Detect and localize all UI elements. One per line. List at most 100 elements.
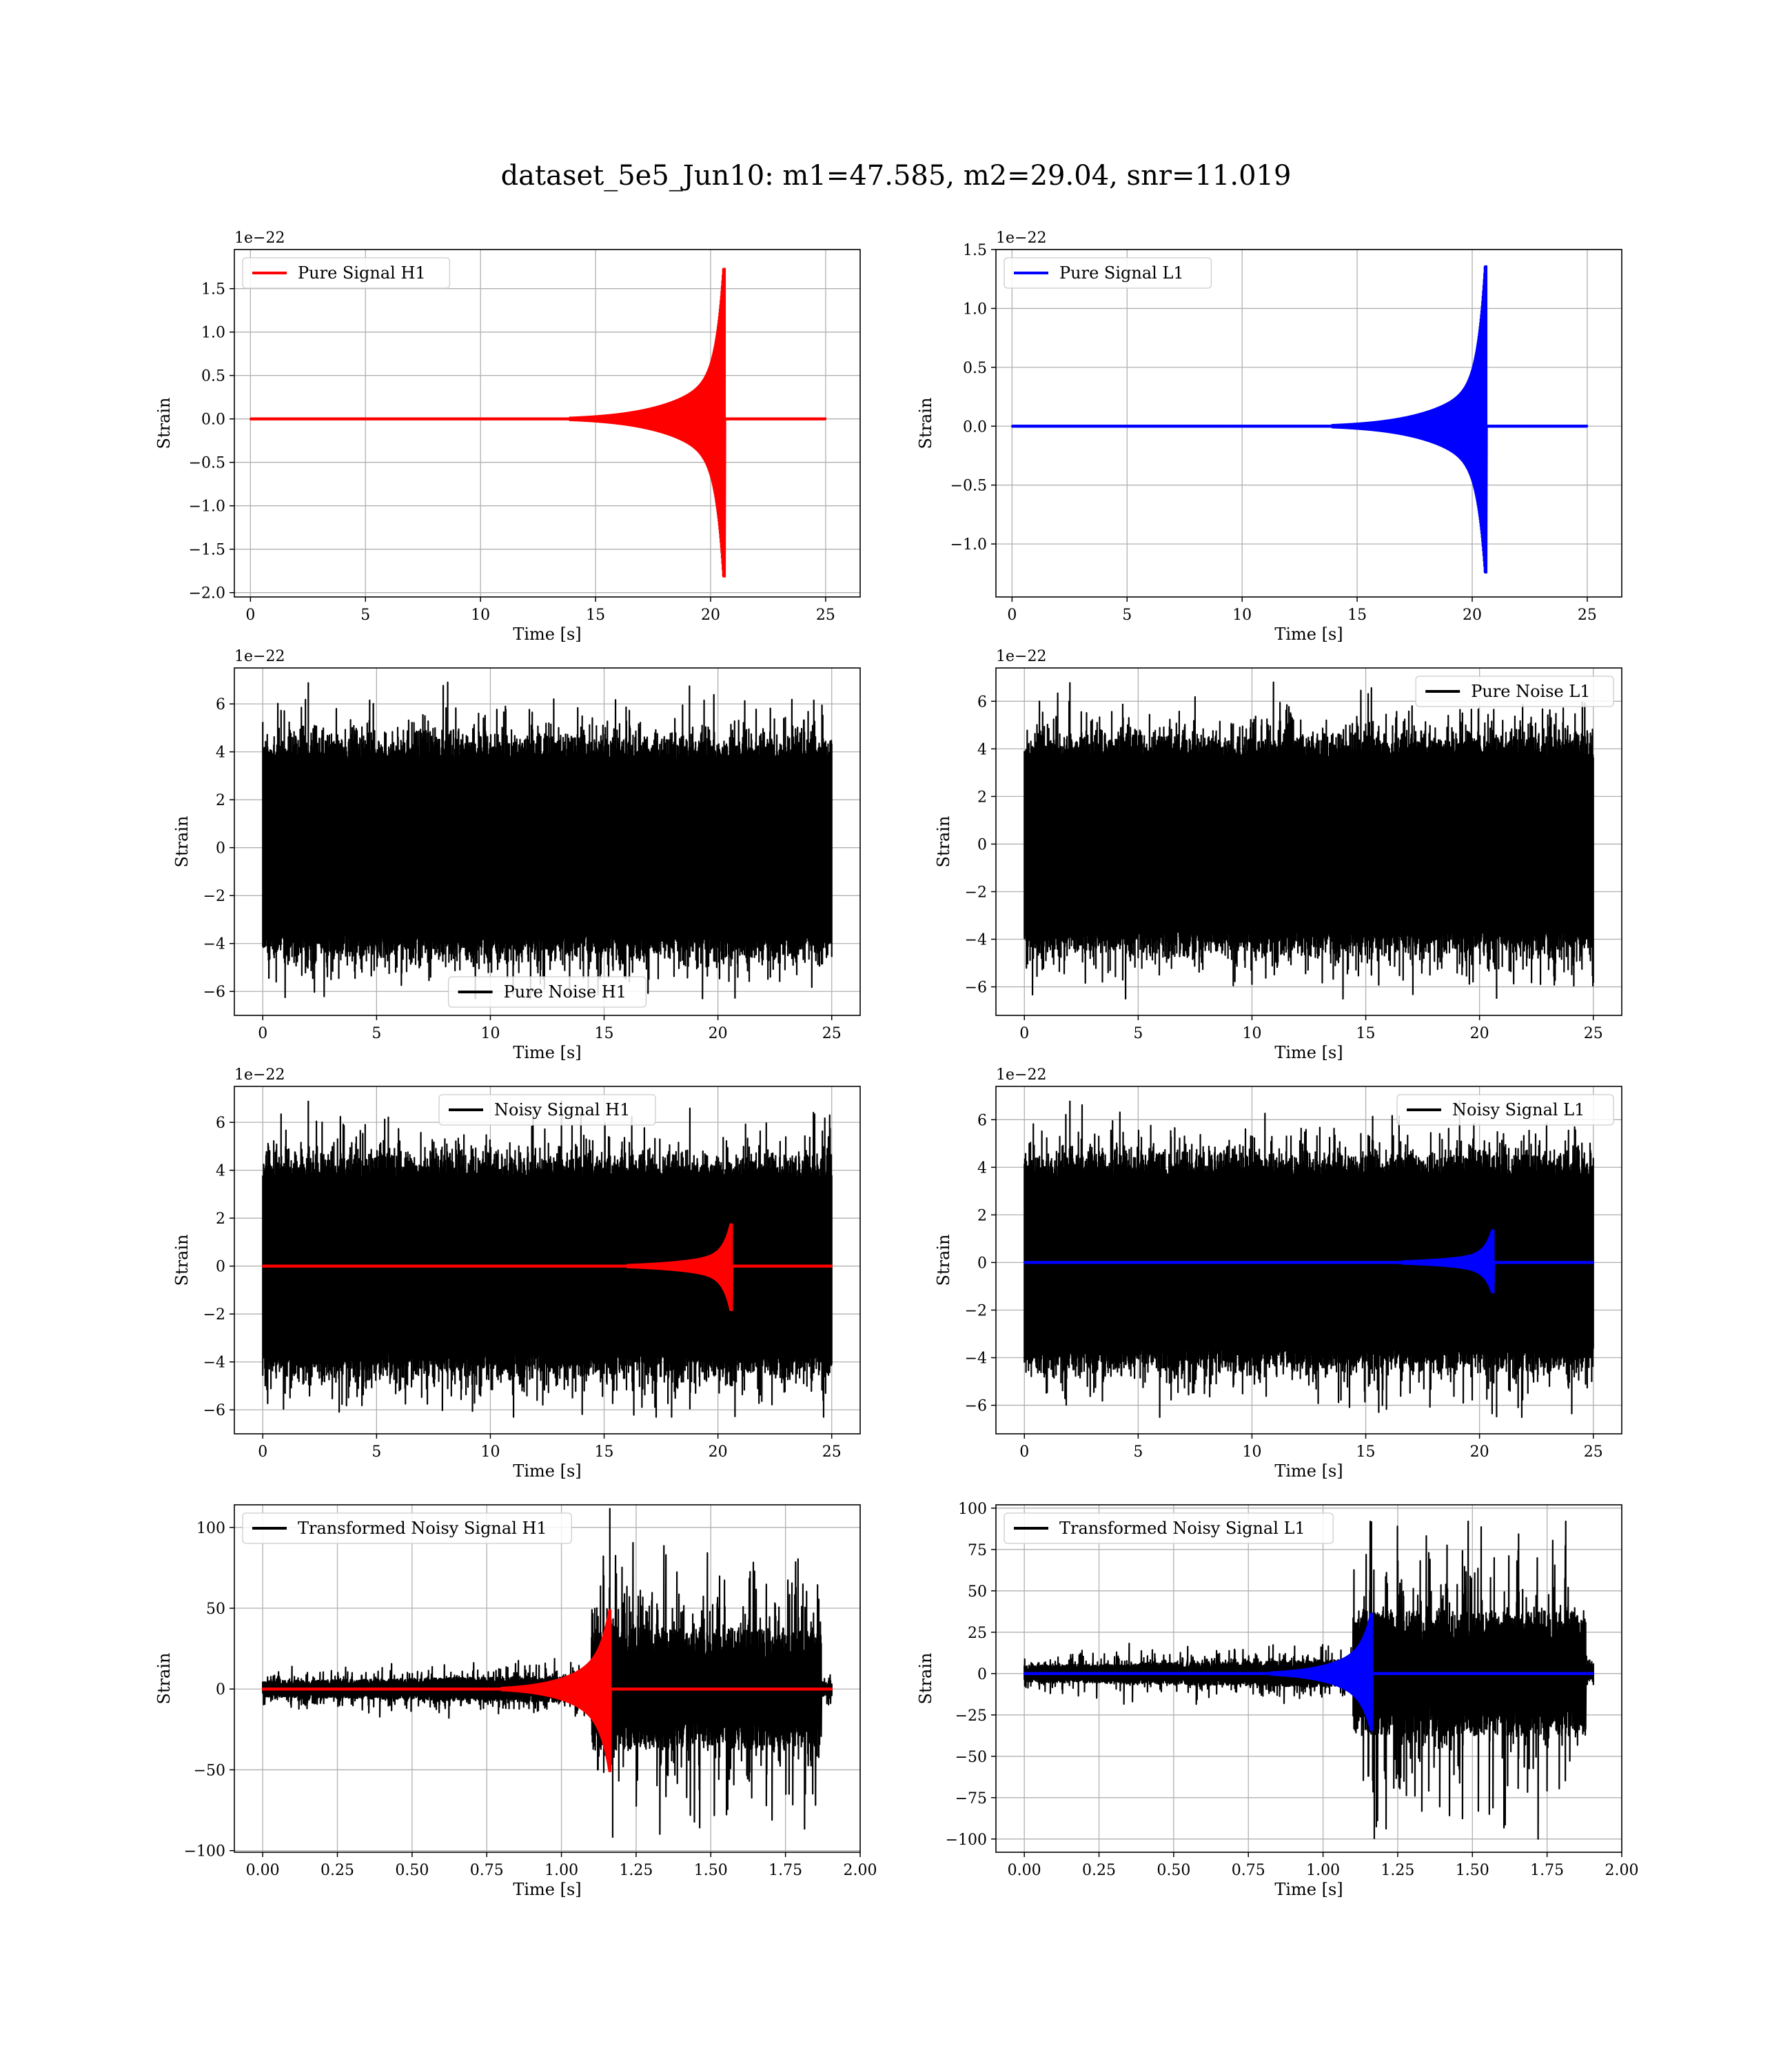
plot-area <box>250 267 827 578</box>
x-axis-label: Time [s] <box>513 1461 581 1481</box>
x-tick-label: 5 <box>1133 1443 1143 1461</box>
series-noise <box>1024 1099 1594 1418</box>
x-axis-label: Time [s] <box>513 1043 581 1062</box>
legend-box <box>1004 1512 1334 1544</box>
y-tick-label: 1.5 <box>201 281 225 298</box>
y-tick-label: −6 <box>965 980 987 997</box>
y-tick-label: 100 <box>196 1520 225 1537</box>
legend-label: Noisy Signal H1 <box>494 1100 630 1119</box>
y-tick-label: −2 <box>203 1306 225 1324</box>
x-tick-label: 20 <box>709 1443 728 1461</box>
y-tick-label: 50 <box>206 1601 225 1618</box>
y-tick-label: 0.5 <box>963 360 987 377</box>
y-tick-label: 4 <box>977 1159 987 1177</box>
plot-area <box>262 681 833 1000</box>
y-tick-label: −6 <box>965 1398 987 1415</box>
y-tick-label: −100 <box>184 1843 225 1861</box>
x-tick-label: 15 <box>586 607 605 624</box>
y-tick-label: 0.5 <box>201 368 225 385</box>
y-tick-label: 1.5 <box>963 242 987 259</box>
x-tick-label: 0.25 <box>320 1862 354 1879</box>
y-tick-label: 6 <box>977 1112 987 1129</box>
y-tick-label: 0 <box>216 1681 225 1699</box>
y-tick-label: 50 <box>968 1583 987 1601</box>
plot-area <box>1023 1520 1595 1840</box>
legend-label: Transformed Noisy Signal L1 <box>1059 1519 1305 1538</box>
x-tick-label: 5 <box>1133 1025 1143 1042</box>
x-axis-label: Time [s] <box>1274 1880 1343 1899</box>
x-tick-label: 0.75 <box>1232 1862 1265 1879</box>
x-tick-label: 20 <box>709 1025 728 1042</box>
x-tick-label: 15 <box>1347 607 1367 624</box>
y-offset-text: 1e−22 <box>996 1066 1046 1084</box>
legend-label: Pure Noise H1 <box>504 982 627 1002</box>
y-tick-label: 0 <box>216 840 225 858</box>
y-tick-label: −0.5 <box>950 478 987 495</box>
x-tick-label: 5 <box>360 607 370 624</box>
legend: Pure Signal H1 <box>242 257 451 289</box>
subplot-noisy-signal-l1: 0 5 10 15 20 25 −6 −4 −2 0 2 4 6 Time [s] Strain 1e−22 N… <box>934 1066 1622 1481</box>
x-tick-label: 0 <box>258 1025 267 1042</box>
y-tick-label: 0 <box>977 836 987 853</box>
x-tick-label: 25 <box>822 1443 842 1461</box>
x-tick-label: 1.50 <box>694 1862 728 1879</box>
x-tick-label: 20 <box>1463 607 1482 624</box>
x-tick-label: 5 <box>371 1443 381 1461</box>
y-tick-label: −1.0 <box>950 536 987 554</box>
y-tick-label: 100 <box>958 1501 987 1518</box>
subplot-pure-signal-l1: 0 5 10 15 20 25 −1.0 −0.5 0.0 0.5 1.0 1.5 Time [s] St… <box>916 230 1622 644</box>
y-tick-label: −2 <box>965 1302 987 1319</box>
x-tick-label: 25 <box>822 1025 842 1042</box>
x-tick-label: 1.25 <box>1381 1862 1414 1879</box>
legend: Pure Noise L1 <box>1415 676 1614 707</box>
y-axis-label: Strain <box>916 1653 935 1705</box>
y-tick-label: −50 <box>194 1762 225 1779</box>
x-tick-label: 10 <box>1242 1443 1261 1461</box>
subplot-pure-noise-l1: 0 5 10 15 20 25 −6 −4 −2 0 2 4 6 Time [s] Strain 1e−22 P… <box>934 648 1622 1062</box>
legend-label: Pure Signal L1 <box>1059 263 1184 283</box>
legend-box <box>1396 1094 1614 1126</box>
x-tick-label: 25 <box>1584 1443 1603 1461</box>
x-tick-label: 10 <box>480 1025 500 1042</box>
x-tick-label: 0.50 <box>1157 1862 1190 1879</box>
legend: Noisy Signal L1 <box>1396 1094 1614 1126</box>
x-tick-label: 10 <box>1242 1025 1261 1042</box>
x-tick-label: 15 <box>595 1025 614 1042</box>
plot-area <box>1024 681 1594 1000</box>
y-tick-label: −100 <box>946 1832 987 1849</box>
y-axis-label: Strain <box>172 816 192 868</box>
x-tick-label: 1.00 <box>1306 1862 1340 1879</box>
y-tick-label: −2 <box>965 884 987 901</box>
x-axis-label: Time [s] <box>1274 625 1343 644</box>
y-offset-text: 1e−22 <box>996 648 1046 665</box>
y-tick-label: 4 <box>216 1163 225 1180</box>
axes-frame <box>234 1086 861 1435</box>
y-tick-label: 2 <box>216 1210 225 1228</box>
y-tick-label: −4 <box>965 932 987 949</box>
y-offset-text: 1e−22 <box>234 648 285 665</box>
x-tick-label: 20 <box>1470 1025 1489 1042</box>
axes-frame <box>234 667 861 1016</box>
y-tick-label: −4 <box>965 1350 987 1368</box>
y-tick-label: 2 <box>977 1207 987 1224</box>
subplot-noisy-signal-h1: 0 5 10 15 20 25 −6 −4 −2 0 2 4 6 Time [s] Strain 1e−22 N… <box>172 1066 861 1481</box>
x-tick-label: 0 <box>258 1443 267 1461</box>
legend: Noisy Signal H1 <box>438 1094 656 1126</box>
y-tick-label: 0.0 <box>201 412 225 429</box>
legend-box <box>242 257 451 289</box>
x-tick-label: 0 <box>1019 1443 1029 1461</box>
y-axis-label: Strain <box>934 1235 953 1286</box>
figure-suptitle: dataset_5e5_Jun10: m1=47.585, m2=29.04, … <box>501 160 1292 192</box>
x-tick-label: 1.75 <box>1530 1862 1564 1879</box>
y-axis-label: Strain <box>154 398 174 449</box>
y-tick-label: 6 <box>216 696 225 713</box>
x-tick-label: 1.75 <box>768 1862 802 1879</box>
axes-frame <box>995 249 1622 598</box>
y-tick-label: −2.0 <box>189 585 225 602</box>
y-tick-label: 25 <box>968 1625 987 1642</box>
subplot-transformed-noisy-signal-l1: 0.00 0.25 0.50 0.75 1.00 1.25 1.50 1.75 2.00 −100… <box>916 1501 1638 1899</box>
axes-frame <box>995 1086 1622 1435</box>
x-tick-label: 20 <box>1470 1443 1489 1461</box>
x-tick-label: 1.00 <box>544 1862 578 1879</box>
